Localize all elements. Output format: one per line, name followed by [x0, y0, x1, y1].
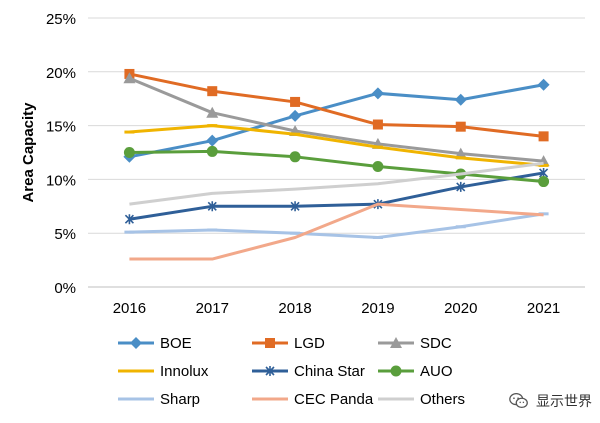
x-tick-label: 2021 — [527, 300, 560, 317]
series-line-lgd — [129, 72, 544, 138]
series-line-china-star — [129, 171, 544, 221]
data-point-lgd — [538, 131, 549, 142]
wechat-icon — [509, 393, 528, 409]
data-point-boe — [371, 87, 384, 100]
data-point-boe — [206, 134, 219, 147]
data-point-china-star — [207, 201, 217, 212]
legend-label-china-star: China Star — [294, 363, 365, 380]
legend-label-others: Others — [420, 391, 465, 408]
legend-label-cec-panda: CEC Panda — [294, 391, 374, 408]
watermark-text: 显示世界 — [536, 393, 592, 409]
data-point-sdc — [206, 106, 219, 118]
data-point-lgd — [290, 96, 301, 107]
series-line-innolux — [129, 124, 544, 167]
data-point-boe — [454, 93, 467, 106]
legend-marker-china-star — [265, 366, 275, 376]
series-line-sdc — [128, 76, 544, 163]
data-point-china-star — [124, 214, 134, 225]
legend-marker-lgd — [265, 338, 275, 348]
y-tick-label: 20% — [46, 65, 76, 82]
y-tick-label: 25% — [46, 11, 76, 28]
legend-label-sharp: Sharp — [160, 391, 200, 408]
legend-marker-auo — [390, 365, 402, 377]
legend-label-lgd: LGD — [294, 335, 325, 352]
data-point-auo — [538, 176, 550, 188]
series-line-auo — [129, 149, 544, 184]
legend-marker-sdc — [390, 337, 402, 348]
y-axis-label: Area Capacity — [20, 102, 37, 203]
legend-label-boe: BOE — [160, 335, 192, 352]
series-line-cec-panda — [129, 202, 544, 261]
data-point-sdc — [123, 72, 136, 84]
data-point-auo — [372, 160, 384, 172]
data-point-lgd — [207, 86, 218, 97]
legend-marker-boe — [130, 337, 142, 349]
watermark: 显示世界 — [508, 390, 592, 412]
data-point-auo — [123, 147, 135, 158]
data-point-auo — [206, 145, 218, 157]
data-point-lgd — [372, 119, 383, 130]
x-tick-label: 2018 — [278, 300, 311, 317]
legend-label-auo: AUO — [420, 363, 453, 380]
data-point-sdc — [454, 147, 467, 159]
x-tick-label: 2019 — [361, 300, 394, 317]
y-tick-label: 5% — [54, 226, 76, 243]
legend-label-sdc: SDC — [420, 335, 452, 352]
y-tick-label: 15% — [46, 119, 76, 136]
series-line-boe — [129, 83, 544, 159]
data-point-boe — [289, 109, 302, 122]
x-tick-label: 2017 — [196, 300, 229, 317]
data-point-boe — [537, 78, 550, 91]
data-point-lgd — [455, 121, 466, 132]
x-tick-label: 2016 — [113, 300, 146, 317]
x-tick-label: 2020 — [444, 300, 477, 317]
series-line-others — [129, 161, 544, 206]
y-tick-label: 10% — [46, 172, 76, 189]
y-tick-label: 0% — [54, 280, 76, 297]
data-point-china-star — [456, 181, 466, 192]
data-point-china-star — [290, 201, 300, 212]
legend-label-innolux: Innolux — [160, 363, 209, 380]
data-point-auo — [289, 151, 301, 163]
series-line-sharp — [129, 212, 544, 240]
